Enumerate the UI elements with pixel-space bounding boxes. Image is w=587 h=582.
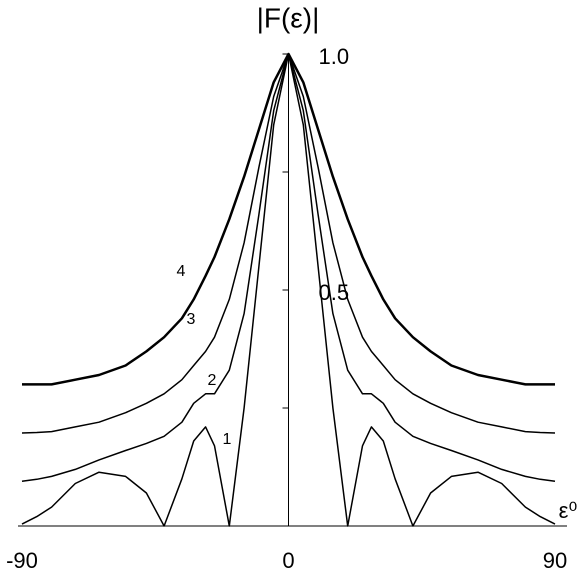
series-label: 2 — [208, 372, 217, 389]
y-tick-label: 1.0 — [319, 44, 350, 69]
x-axis-title: ε⁰ — [559, 498, 578, 523]
series-label: 4 — [177, 263, 186, 280]
x-tick-label: -90 — [6, 548, 38, 573]
x-tick-label: 0 — [282, 548, 294, 573]
series-label: 3 — [187, 311, 196, 328]
series-label: 1 — [223, 431, 232, 448]
series-line — [22, 52, 555, 386]
y-tick-label: 0.5 — [319, 280, 350, 305]
y-axis-title: |F(ε)| — [257, 2, 320, 33]
x-tick-label: 90 — [543, 548, 567, 573]
